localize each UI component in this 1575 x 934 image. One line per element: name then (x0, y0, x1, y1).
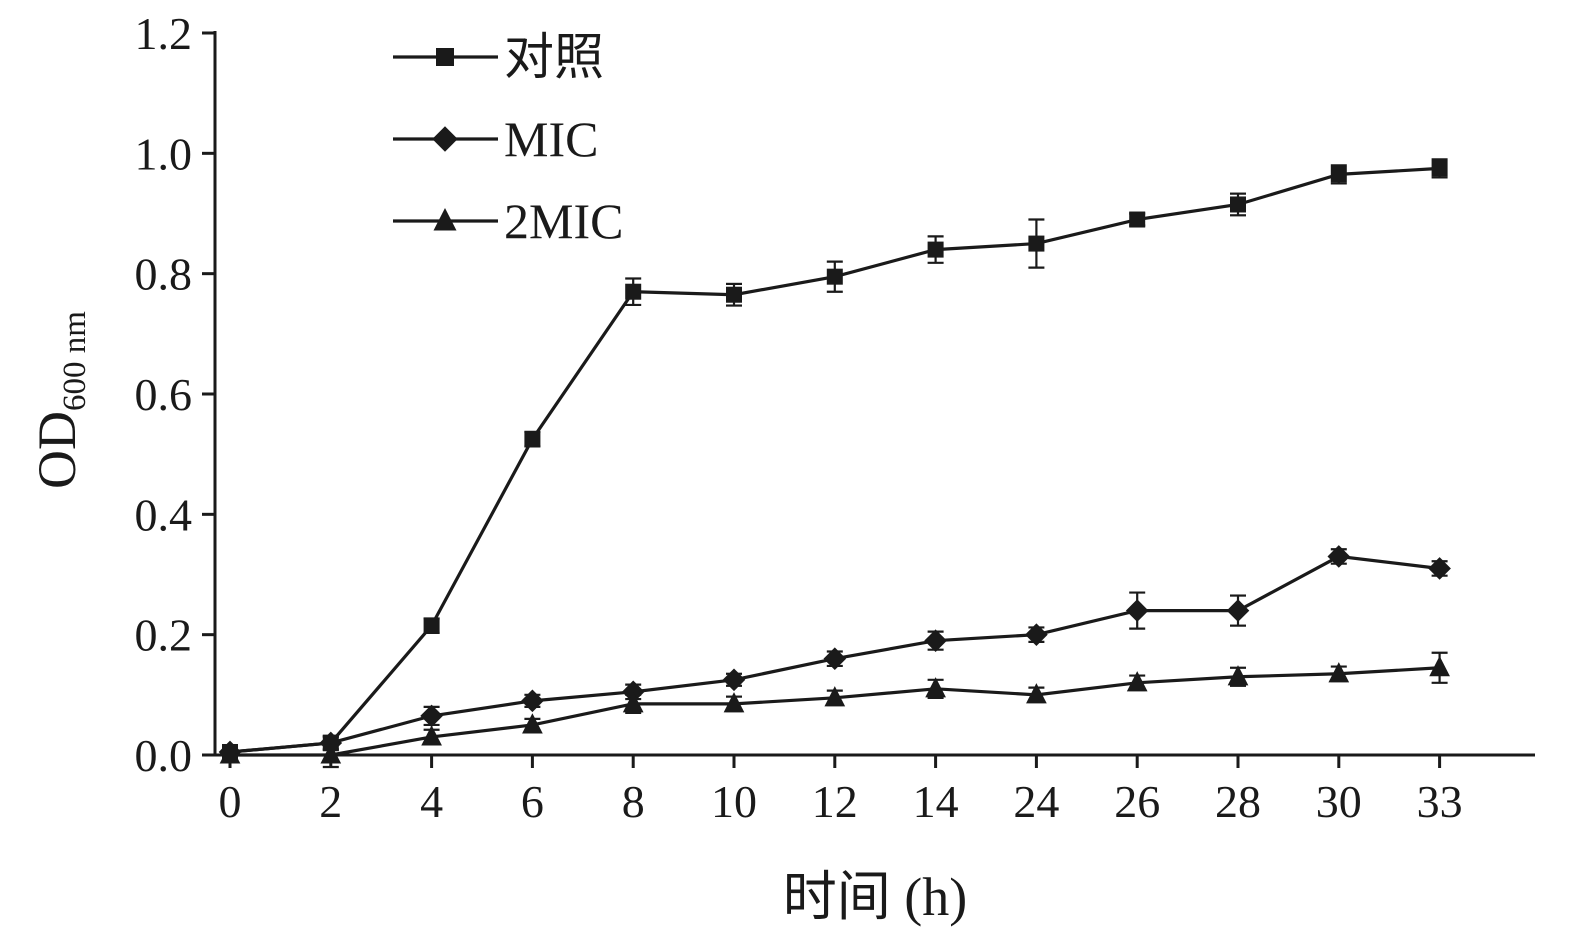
diamond-marker-icon (1428, 557, 1451, 580)
axes: 0.00.20.40.60.81.01.20 2 4 6 8 10 12 14 24 26 28 30… (135, 8, 1535, 827)
legend-label: 2MIC (504, 193, 624, 249)
diamond-marker-icon (1025, 623, 1048, 646)
y-axis-title-sub: 600 nm (57, 311, 93, 411)
y-tick-label: 0.4 (135, 489, 193, 540)
x-tick-label: 6 (521, 776, 544, 827)
square-marker-icon (436, 48, 454, 66)
diamond-marker-icon (924, 629, 947, 652)
x-tick-label: 2 (319, 776, 342, 827)
x-tick-label: 30 (1316, 776, 1362, 827)
y-tick-label: 1.2 (135, 8, 193, 59)
x-tick-label: 12 (812, 776, 858, 827)
y-axis-title-main: OD (27, 410, 87, 489)
square-marker-icon (1330, 166, 1347, 183)
triangle-marker-icon (1227, 665, 1249, 686)
x-tick-label: 14 (913, 776, 959, 827)
y-axis-title: OD600 nm (26, 200, 93, 600)
legend-key-icon (393, 208, 498, 231)
x-tick-label: 26 (1114, 776, 1160, 827)
triangle-marker-icon (421, 725, 442, 746)
y-tick-label: 0.8 (135, 249, 193, 300)
x-tick-label: 0 (219, 776, 242, 827)
legend-label: MIC (504, 111, 599, 167)
square-marker-icon (1230, 196, 1246, 213)
legend-item-triangle: 2MIC (393, 194, 623, 248)
triangle-marker-icon (824, 686, 846, 707)
triangle-marker-icon (219, 743, 241, 764)
square-marker-icon (1028, 235, 1045, 252)
square-marker-icon (1431, 160, 1448, 177)
square-marker-icon (625, 283, 642, 300)
square-marker-icon (726, 286, 742, 303)
square-marker-icon (927, 241, 944, 258)
series-line (230, 666, 1440, 757)
triangle-marker-icon (622, 692, 644, 713)
x-tick-label: 24 (1013, 776, 1059, 827)
square-marker-icon (524, 431, 541, 448)
triangle-marker-icon (320, 743, 342, 764)
legend: 对照 MIC 2MIC (393, 30, 623, 248)
x-tick-label: 28 (1215, 776, 1261, 827)
y-tick-label: 0.0 (135, 730, 193, 781)
triangle-marker-icon (723, 692, 745, 713)
square-marker-icon (1129, 211, 1146, 228)
x-axis-title: 时间 (h) (782, 867, 968, 927)
diamond-marker-icon (432, 126, 458, 152)
diamond-marker-icon (621, 680, 645, 704)
triangle-marker-icon (522, 713, 543, 734)
x-tick-label: 10 (711, 776, 757, 827)
legend-key-icon (393, 126, 498, 152)
diamond-marker-icon (1125, 599, 1149, 622)
square-marker-icon (826, 268, 843, 285)
y-tick-label: 0.2 (135, 610, 193, 661)
triangle-marker-icon (1026, 683, 1047, 704)
legend-item-diamond: MIC (393, 112, 623, 166)
x-tick-label: 4 (420, 776, 443, 827)
diamond-marker-icon (521, 689, 544, 713)
triangle-marker-icon (433, 208, 457, 231)
series-MIC (218, 545, 1451, 764)
diamond-marker-icon (420, 704, 443, 728)
series-2MIC (219, 651, 1450, 769)
diamond-marker-icon (1226, 599, 1250, 622)
triangle-marker-icon (1328, 662, 1350, 683)
x-tick-label: 8 (622, 776, 645, 827)
triangle-marker-icon (1429, 656, 1450, 677)
legend-key-icon (393, 48, 498, 66)
square-marker-icon (423, 617, 440, 634)
legend-item-square: 对照 (393, 30, 623, 84)
diamond-marker-icon (722, 668, 746, 692)
diamond-marker-icon (823, 647, 847, 671)
triangle-marker-icon (925, 677, 946, 698)
x-tick-label: 33 (1417, 776, 1463, 827)
diamond-marker-icon (1327, 545, 1351, 568)
legend-label: 对照 (504, 29, 604, 85)
y-tick-label: 0.6 (135, 369, 193, 420)
y-tick-label: 1.0 (135, 128, 193, 179)
triangle-marker-icon (1126, 671, 1148, 692)
series-对照 (222, 158, 1448, 760)
